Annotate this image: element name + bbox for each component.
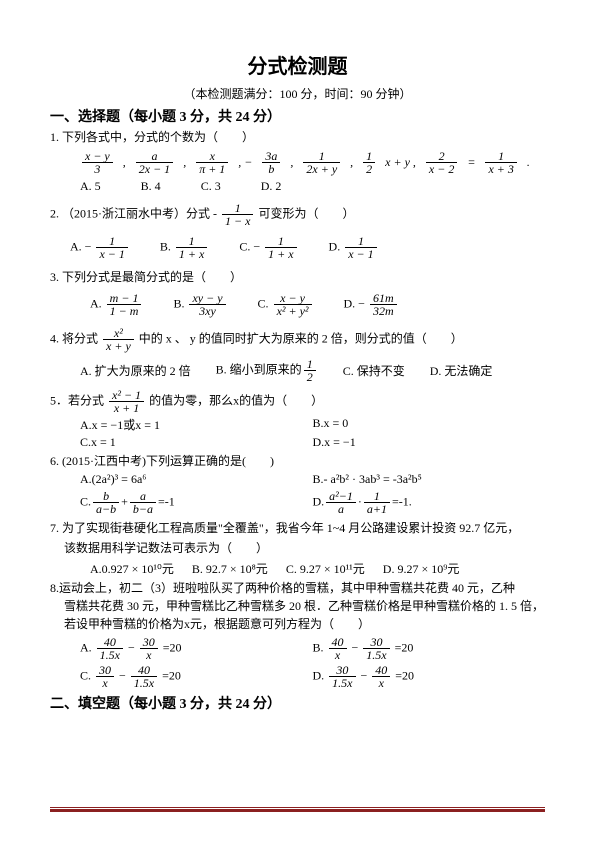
q1-expr: x − y3, a2x − 1, xπ + 1, −3ab, 12x + y, … — [80, 150, 545, 175]
q2-opts: A. − 1x − 1 B. 11 + x C. − 11 + x D. 1x … — [70, 235, 545, 260]
q4-d: D. 无法确定 — [430, 362, 493, 379]
footer-rule — [50, 807, 545, 812]
q6-opts-row2: C.ba−b+ab−a=-1 D.a²−1a·1a+1=-1. — [80, 490, 545, 515]
q5-c: C.x = 1 — [80, 435, 313, 450]
q2-d: D. 1x − 1 — [329, 235, 379, 260]
q8-l2: 雪糕共花费 30 元，甲种雪糕比乙种雪糕多 20 根．乙种雪糕价格是甲种雪糕价格… — [64, 597, 545, 615]
q4-opts: A. 扩大为原来的 2 倍 B. 缩小到原来的12 C. 保持不变 D. 无法确… — [80, 358, 545, 383]
q6: 6. (2015·江西中考)下列运算正确的是( ) — [50, 452, 545, 470]
q6-a: A.(2a²)³ = 6a⁶ — [80, 472, 313, 487]
q5-a: A.x = −1或x = 1 — [80, 416, 313, 433]
q8-c: C. 30x − 401.5x =20 — [80, 664, 313, 689]
q5-d: D.x = −1 — [313, 435, 546, 450]
q7-b: B. 92.7 × 10⁸元 — [192, 560, 268, 577]
q3-b: B. xy − y3xy — [173, 292, 227, 317]
q6-c: C.ba−b+ab−a=-1 — [80, 490, 313, 515]
q7-l1: 7. 为了实现街巷硬化工程高质量"全覆盖"，我省今年 1~4 月公路建设累计投资… — [50, 519, 545, 537]
q1-a: A. 5 — [80, 179, 101, 194]
q8-l1: 8.运动会上，初二（3）班啦啦队买了两种价格的雪糕，其中甲种雪糕共花费 40 元… — [50, 579, 545, 597]
q4-c: C. 保持不变 — [343, 362, 405, 379]
q1-b: B. 4 — [141, 179, 161, 194]
q3-d: D. − 61m32m — [344, 292, 399, 317]
q8-l3: 若设甲种雪糕的价格为x元，根据题意可列方程为（ ） — [64, 615, 545, 633]
q5-b: B.x = 0 — [313, 416, 546, 433]
q4: 4. 将分式 x²x + y 中的 x 、 y 的值同时扩大为原来的 2 倍，则… — [50, 327, 545, 352]
q5: 5．若分式 x² − 1x + 1 的值为零，那么x的值为（ ） — [50, 389, 545, 414]
q7-c: C. 9.27 × 10¹¹元 — [286, 560, 365, 577]
q3: 3. 下列分式是最简分式的是（ ） — [50, 268, 545, 286]
q6-d: D.a²−1a·1a+1=-1. — [313, 490, 546, 515]
q7-a: A.0.927 × 10¹⁰元 — [90, 560, 174, 577]
q3-opts: A. m − 11 − m B. xy − y3xy C. x − yx² + … — [90, 292, 545, 317]
q2-b: B. 11 + x — [160, 235, 209, 260]
subtitle: （本检测题满分：100 分，时间：90 分钟） — [50, 85, 545, 102]
page-title: 分式检测题 — [50, 50, 545, 79]
q7-l2: 该数据用科学记数法可表示为（ ） — [64, 539, 545, 557]
q5-opts-row1: A.x = −1或x = 1 B.x = 0 — [80, 416, 545, 433]
q2-c: C. − 11 + x — [239, 235, 298, 260]
q4-b: B. 缩小到原来的12 — [216, 358, 318, 383]
q2-a: A. − 1x − 1 — [70, 235, 130, 260]
section-1-head: 一、选择题（每小题 3 分，共 24 分） — [50, 106, 545, 126]
q3-c: C. x − yx² + y² — [258, 292, 314, 317]
q2: 2. （2015·浙江丽水中考）分式 - 11 − x 可变形为（ ） — [50, 202, 545, 227]
q6-b: B.- a²b² · 3ab³ = -3a²b⁵ — [313, 472, 546, 487]
section-2-head: 二、填空题（每小题 3 分，共 24 分） — [50, 693, 545, 713]
q5-opts-row2: C.x = 1 D.x = −1 — [80, 435, 545, 450]
q1-opts: A. 5 B. 4 C. 3 D. 2 — [80, 179, 545, 194]
q1: 1. 下列各式中，分式的个数为（ ） — [50, 128, 545, 146]
q4-a: A. 扩大为原来的 2 倍 — [80, 362, 191, 379]
q8-d: D. 301.5x − 40x =20 — [313, 664, 546, 689]
q8-opts-row2: C. 30x − 401.5x =20 D. 301.5x − 40x =20 — [80, 664, 545, 689]
q1-c: C. 3 — [201, 179, 221, 194]
q7-d: D. 9.27 × 10⁹元 — [383, 560, 460, 577]
q3-a: A. m − 11 − m — [90, 292, 143, 317]
q6-opts-row1: A.(2a²)³ = 6a⁶ B.- a²b² · 3ab³ = -3a²b⁵ — [80, 472, 545, 487]
q1-d: D. 2 — [261, 179, 282, 194]
q7-opts: A.0.927 × 10¹⁰元 B. 92.7 × 10⁸元 C. 9.27 ×… — [90, 560, 545, 577]
q8-a: A. 401.5x − 30x =20 — [80, 636, 313, 661]
q8-b: B. 40x − 301.5x =20 — [313, 636, 546, 661]
q8-opts-row1: A. 401.5x − 30x =20 B. 40x − 301.5x =20 — [80, 636, 545, 661]
